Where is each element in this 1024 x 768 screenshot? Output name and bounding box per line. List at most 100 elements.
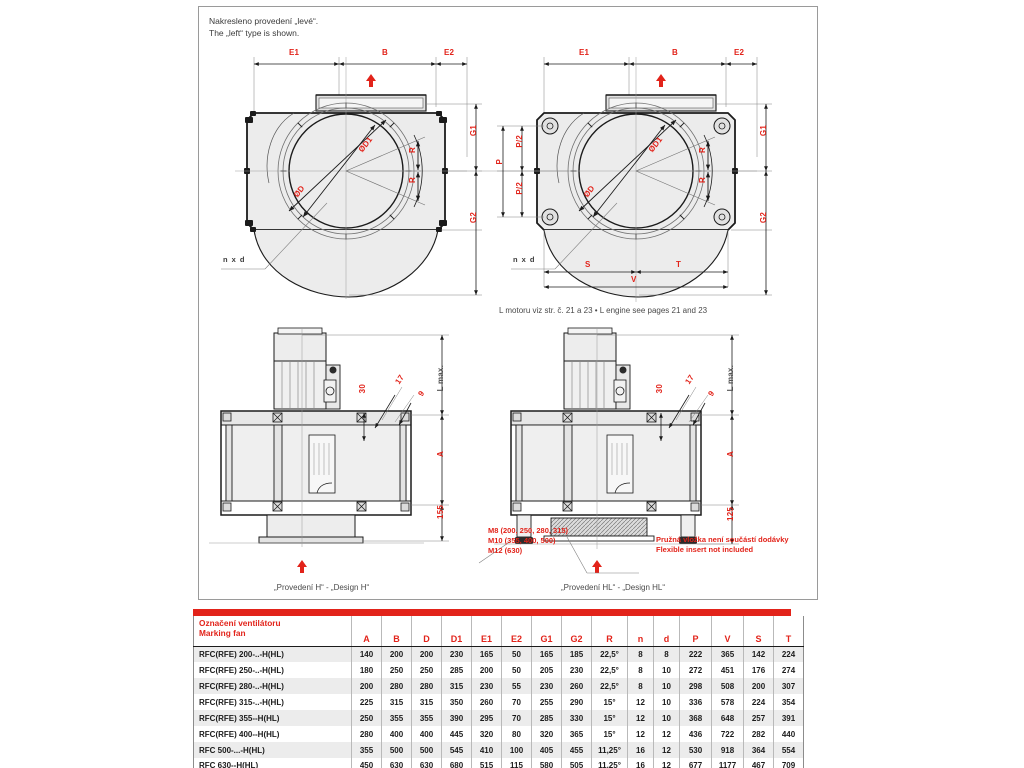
dim-e2-right: E2: [734, 48, 745, 57]
cell-s: 467: [743, 758, 774, 768]
cell-b: 280: [381, 678, 412, 694]
cell-t: 354: [773, 694, 804, 710]
cell-a: 450: [351, 758, 382, 768]
spec-table-wrap: Označení ventilátoru Marking fan A B D D…: [193, 609, 804, 768]
fan-dimensions-table: Označení ventilátoru Marking fan A B D D…: [193, 616, 804, 768]
cell-v: 918: [711, 742, 744, 758]
flexible-insert-note: Pružná vložka není součástí dodávky Flex…: [656, 535, 789, 555]
table-row: RFC(RFE) 315-..-H(HL) 225 315 315 350 26…: [193, 694, 804, 710]
table-top-accent-bar: [193, 609, 791, 616]
view-front-hl: [479, 57, 772, 302]
row-label: RFC(RFE) 250-..-H(HL): [193, 662, 352, 678]
cell-v: 1177: [711, 758, 744, 768]
cell-b: 500: [381, 742, 412, 758]
table-header-n: n: [627, 616, 654, 647]
dim-s: S: [585, 260, 591, 269]
cell-e1: 165: [471, 646, 502, 662]
cell-d: 400: [411, 726, 442, 742]
cell-s: 282: [743, 726, 774, 742]
cell-p: 530: [679, 742, 712, 758]
row-label: RFC(RFE) 200-..-H(HL): [193, 646, 352, 662]
cell-t: 391: [773, 710, 804, 726]
table-header-v: V: [711, 616, 744, 647]
left-type-note: Nakresleno provedení „levé“. The „left“ …: [209, 15, 318, 40]
cell-g2: 290: [561, 694, 592, 710]
dim-r-right-upper: R: [698, 147, 707, 153]
cell-s: 257: [743, 710, 774, 726]
dim-r-left-lower: R: [408, 177, 417, 183]
cell-d1: 390: [441, 710, 472, 726]
note-en: The „left“ type is shown.: [209, 28, 300, 39]
cell-d-hole: 12: [653, 726, 680, 742]
table-row: RFC 630--H(HL) 450 630 630 680 515 115 5…: [193, 758, 804, 768]
table-header-s: S: [743, 616, 774, 647]
cell-e2: 70: [501, 694, 532, 710]
cell-g2: 185: [561, 646, 592, 662]
cell-d1: 350: [441, 694, 472, 710]
dim-g1-right: G1: [759, 125, 768, 137]
thread-note-line2: M10 (355, 400, 500): [488, 536, 556, 546]
cell-r: 15°: [591, 710, 628, 726]
table-header-e1: E1: [471, 616, 502, 647]
cell-e2: 50: [501, 662, 532, 678]
cell-n: 12: [627, 710, 654, 726]
dim-lmax-right: L max.: [726, 365, 735, 392]
cell-g1: 285: [531, 710, 562, 726]
table-header-d1: D1: [441, 616, 472, 647]
cell-n: 12: [627, 726, 654, 742]
cell-r: 15°: [591, 694, 628, 710]
cell-g2: 260: [561, 678, 592, 694]
cell-e2: 50: [501, 646, 532, 662]
table-head: Označení ventilátoru Marking fan A B D D…: [193, 616, 804, 647]
cell-a: 200: [351, 678, 382, 694]
cell-g2: 230: [561, 662, 592, 678]
cell-e2: 100: [501, 742, 532, 758]
dim-e1-left: E1: [289, 48, 300, 57]
view-front-h: [221, 57, 482, 299]
dim-b-left: B: [382, 48, 388, 57]
cell-r: 22,5°: [591, 662, 628, 678]
cell-d: 630: [411, 758, 442, 768]
dim-e1-right: E1: [579, 48, 590, 57]
row-label: RFC(RFE) 280-..-H(HL): [193, 678, 352, 694]
cell-v: 451: [711, 662, 744, 678]
cell-r: 22,5°: [591, 678, 628, 694]
table-header-marking: Označení ventilátoru Marking fan: [193, 616, 352, 647]
table-row: RFC(RFE) 250-..-H(HL) 180 250 250 285 20…: [193, 662, 804, 678]
thread-note-line1: M8 (200, 250, 280, 315): [488, 526, 569, 535]
cell-v: 365: [711, 646, 744, 662]
cell-s: 142: [743, 646, 774, 662]
cell-v: 578: [711, 694, 744, 710]
cell-p: 222: [679, 646, 712, 662]
cell-s: 176: [743, 662, 774, 678]
table-row: RFC(RFE) 200-..-H(HL) 140 200 200 230 16…: [193, 646, 804, 662]
cell-n: 16: [627, 742, 654, 758]
dim-g1-left: G1: [469, 125, 478, 137]
cell-g1: 320: [531, 726, 562, 742]
cell-b: 200: [381, 646, 412, 662]
cell-a: 250: [351, 710, 382, 726]
cell-r: 11,25°: [591, 742, 628, 758]
note-cs: Nakresleno provedení „levé“.: [209, 16, 319, 26]
row-label: RFC 630--H(HL): [193, 758, 352, 768]
cell-d1: 680: [441, 758, 472, 768]
cell-g2: 365: [561, 726, 592, 742]
dim-lmax-left: L max.: [436, 365, 445, 392]
cell-n: 8: [627, 662, 654, 678]
table-header-d-hole: d: [653, 616, 680, 647]
cell-p: 272: [679, 662, 712, 678]
cell-a: 225: [351, 694, 382, 710]
table-row: RFC(RFE) 280-..-H(HL) 200 280 280 315 23…: [193, 678, 804, 694]
cell-d-hole: 8: [653, 646, 680, 662]
cell-e2: 55: [501, 678, 532, 694]
cell-p: 436: [679, 726, 712, 742]
table-body: RFC(RFE) 200-..-H(HL) 140 200 200 230 16…: [193, 646, 804, 768]
dim-30-left: 30: [358, 384, 367, 394]
cell-b: 355: [381, 710, 412, 726]
cell-g1: 205: [531, 662, 562, 678]
motor-page-note: L motoru viz str. č. 21 a 23 • L engine …: [499, 306, 708, 315]
label-nxd-left: n x d: [223, 255, 246, 264]
caption-design-hl: „Provedení HL“ - „Design HL“: [561, 583, 666, 592]
cell-e1: 410: [471, 742, 502, 758]
dim-e2-left: E2: [444, 48, 455, 57]
